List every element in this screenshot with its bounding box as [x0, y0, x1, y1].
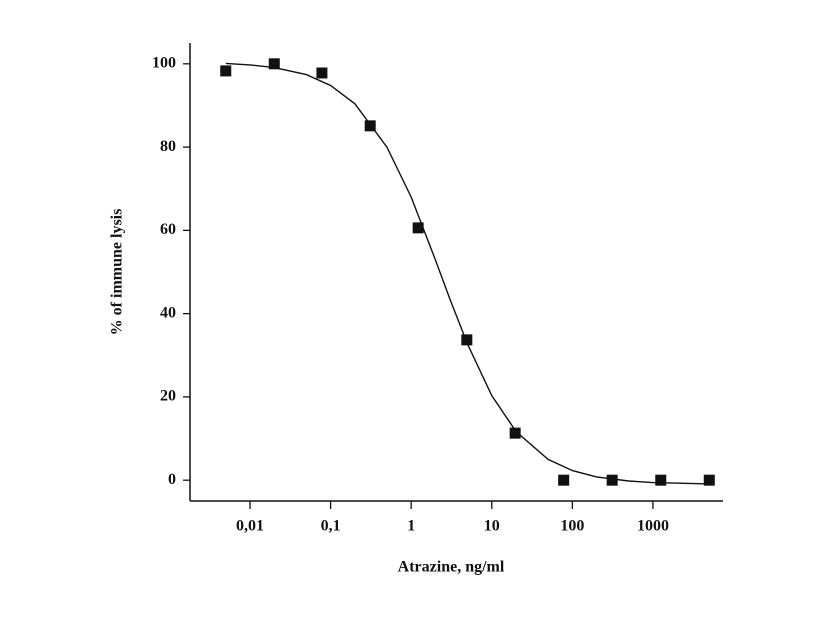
y-tick-label: 40 [160, 304, 176, 321]
data-point [509, 427, 521, 439]
data-point [461, 334, 473, 346]
x-tick-label: 1 [407, 518, 415, 535]
data-point [703, 474, 715, 486]
y-tick-label: 0 [168, 471, 176, 488]
data-point [364, 120, 376, 132]
y-tick-label: 100 [152, 54, 176, 71]
data-point [558, 474, 570, 486]
y-tick-label: 80 [160, 138, 176, 155]
x-tick-label: 0,01 [236, 518, 264, 535]
y-axis-label: % of immune lysis [109, 209, 126, 336]
y-tick-label: 60 [160, 221, 176, 238]
x-tick-label: 1000 [637, 518, 669, 535]
x-tick-label: 0,1 [321, 518, 341, 535]
x-tick-label: 100 [560, 518, 584, 535]
x-tick-label: 10 [484, 518, 500, 535]
data-point [220, 65, 232, 77]
data-point [655, 474, 667, 486]
fit-curve [225, 62, 710, 485]
data-point [606, 474, 618, 486]
x-axis-label: Atrazine, ng/ml [398, 559, 505, 576]
data-point [412, 222, 424, 234]
data-point [268, 58, 280, 70]
y-tick-label: 20 [160, 388, 176, 405]
data-point [316, 67, 328, 79]
